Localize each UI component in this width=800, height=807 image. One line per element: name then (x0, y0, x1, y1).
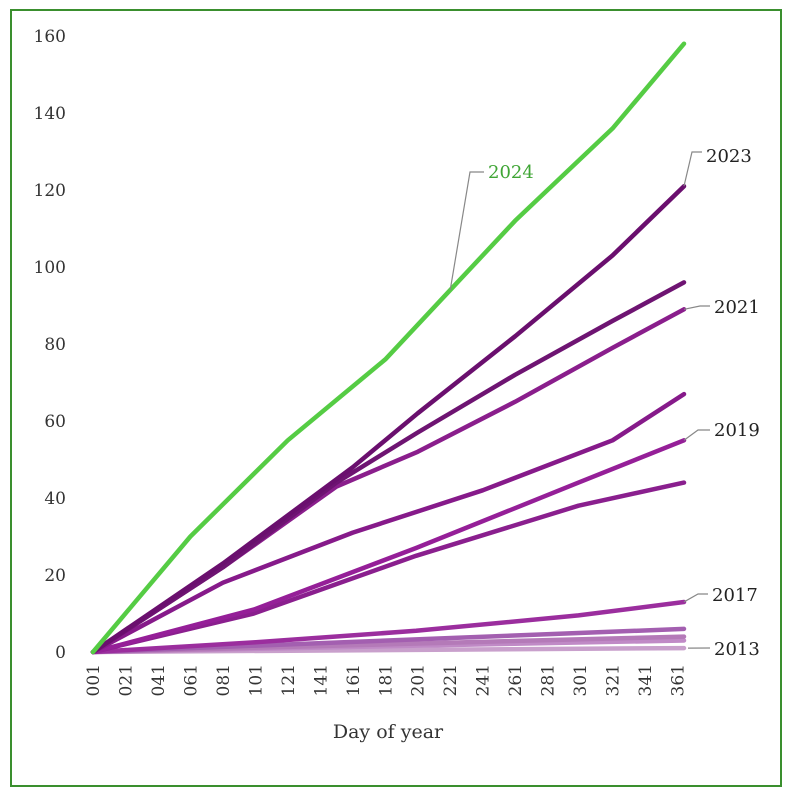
y-tick-label: 0 (55, 643, 66, 663)
x-tick-label: 261 (506, 664, 526, 696)
chart-frame (10, 9, 782, 787)
x-tick-label: 341 (636, 664, 656, 696)
x-tick-label: 081 (214, 664, 234, 696)
x-tick-label: 321 (604, 664, 624, 696)
x-tick-label: 361 (669, 664, 689, 696)
x-tick-label: 221 (441, 664, 461, 696)
x-tick-label: 141 (311, 664, 331, 696)
y-tick-label: 80 (44, 335, 66, 355)
x-tick-label: 281 (539, 664, 559, 696)
x-tick-label: 041 (149, 664, 169, 696)
series-line-5 (90, 480, 687, 655)
series-label-2019: 2019 (714, 420, 760, 441)
y-tick-label: 160 (34, 27, 66, 47)
label-leader-line (683, 305, 710, 310)
series-line-9 (90, 280, 687, 655)
series-label-2017: 2017 (712, 585, 758, 606)
x-tick-label: 161 (344, 664, 364, 696)
x-tick-label: 301 (571, 664, 591, 696)
x-tick-label: 121 (279, 664, 299, 696)
x-tick-label: 201 (409, 664, 429, 696)
label-leader-line (683, 151, 702, 187)
series-line-2017 (90, 599, 687, 655)
x-axis-label: Day of year (333, 721, 444, 743)
x-tick-label: 061 (181, 664, 201, 696)
y-tick-label: 140 (34, 104, 66, 124)
label-leader-line (683, 593, 708, 603)
series-line-2019 (90, 438, 687, 655)
y-tick-label: 100 (34, 258, 66, 278)
series-label-2023: 2023 (706, 146, 752, 167)
label-leader-line (683, 429, 710, 441)
label-leader-line (449, 171, 484, 291)
y-tick-label: 120 (34, 181, 66, 201)
y-tick-label: 60 (44, 412, 66, 432)
series-line-2023 (90, 183, 687, 655)
y-tick-label: 40 (44, 489, 66, 509)
x-tick-label: 101 (246, 664, 266, 696)
x-tick-label: 021 (116, 664, 136, 696)
series-label-2013: 2013 (714, 639, 760, 660)
x-tick-label: 241 (474, 664, 494, 696)
y-tick-label: 20 (44, 566, 66, 586)
series-line-7 (90, 391, 687, 655)
x-tick-label: 001 (84, 664, 104, 696)
series-line-2021 (90, 307, 687, 655)
series-line-2024 (90, 41, 687, 655)
series-label-2021: 2021 (714, 297, 760, 318)
series-label-2024: 2024 (488, 162, 534, 183)
x-tick-label: 181 (376, 664, 396, 696)
